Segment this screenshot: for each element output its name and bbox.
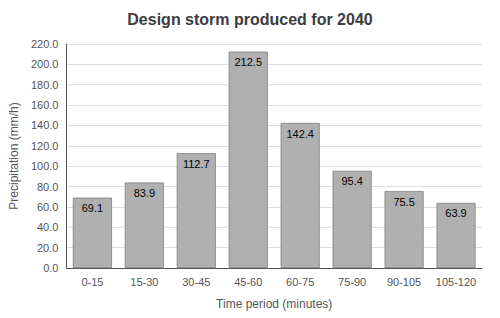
svg-text:0.0: 0.0 (43, 262, 58, 274)
svg-text:212.5: 212.5 (234, 56, 262, 68)
svg-text:120.0: 120.0 (31, 140, 59, 152)
svg-text:40.0: 40.0 (37, 221, 58, 233)
svg-text:95.4: 95.4 (341, 175, 362, 187)
svg-text:60-75: 60-75 (286, 276, 314, 288)
svg-text:75-90: 75-90 (338, 276, 366, 288)
svg-text:83.9: 83.9 (134, 187, 155, 199)
svg-text:63.9: 63.9 (445, 207, 466, 219)
svg-text:80.0: 80.0 (37, 181, 58, 193)
svg-text:75.5: 75.5 (393, 196, 414, 208)
svg-text:160.0: 160.0 (31, 99, 59, 111)
svg-text:90-105: 90-105 (387, 276, 421, 288)
svg-text:0-15: 0-15 (81, 276, 103, 288)
svg-text:112.7: 112.7 (183, 158, 210, 170)
svg-text:140.0: 140.0 (31, 119, 59, 131)
svg-text:45-60: 45-60 (234, 276, 262, 288)
svg-text:Design storm produced for 2040: Design storm produced for 2040 (127, 11, 372, 28)
svg-text:20.0: 20.0 (37, 242, 58, 254)
svg-text:200.0: 200.0 (31, 58, 59, 70)
svg-text:15-30: 15-30 (130, 276, 158, 288)
svg-text:69.1: 69.1 (82, 202, 103, 214)
svg-text:Precipitation (mm/h): Precipitation (mm/h) (7, 102, 21, 209)
svg-text:142.4: 142.4 (286, 128, 314, 140)
svg-text:105-120: 105-120 (436, 276, 476, 288)
svg-text:220.0: 220.0 (31, 38, 59, 50)
svg-text:30-45: 30-45 (182, 276, 210, 288)
svg-text:Time period (minutes): Time period (minutes) (216, 297, 332, 311)
svg-text:180.0: 180.0 (31, 79, 59, 91)
svg-text:60.0: 60.0 (37, 201, 58, 213)
svg-text:100.0: 100.0 (31, 160, 59, 172)
